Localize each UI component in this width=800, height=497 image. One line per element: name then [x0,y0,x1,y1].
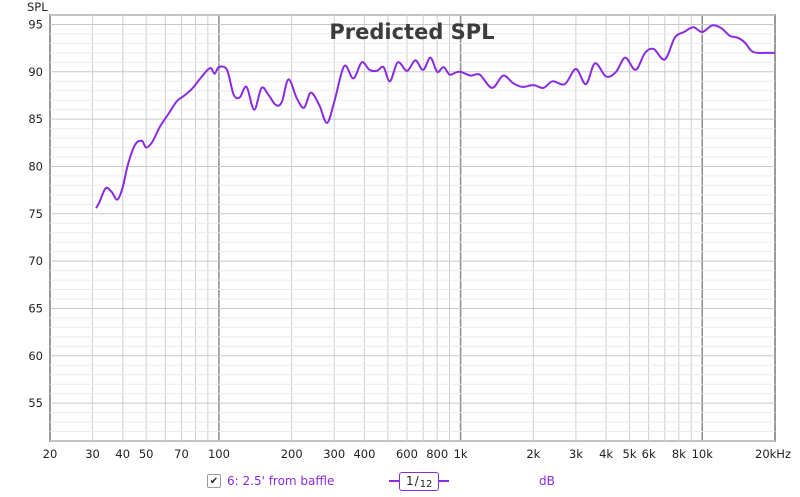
smoothing-box[interactable]: 1/12 [399,471,440,491]
smoothing-numerator: 1 [406,474,414,488]
y-tick-label: 60 [28,349,43,363]
y-tick-label: 90 [28,65,43,79]
smoothing-selector[interactable]: 1/12 [389,470,450,492]
x-tick-label: 4k [599,447,613,461]
y-tick-label: 70 [28,254,43,268]
series-checkbox[interactable]: ✔ [207,474,221,488]
x-tick-label: 20 [43,447,58,461]
x-tick-label: 200 [281,447,303,461]
x-tick-label: 600 [396,447,418,461]
x-tick-label: 400 [353,447,375,461]
y-tick-label: 80 [28,159,43,173]
legend-series-label: 6: 2.5' from baffle [227,474,335,488]
x-tick-label: 5k [623,447,637,461]
series-group [95,24,775,209]
y-axis-ticks: 55 60 65 70 75 80 85 90 95 [28,17,43,410]
series-line [95,24,775,209]
y-axis-label: SPL [27,0,48,14]
y-tick-label: 65 [28,301,43,315]
plot-area [49,14,776,442]
y-tick-label: 75 [28,207,43,221]
x-tick-label: 30 [85,447,100,461]
x-tick-label: 1k [454,447,468,461]
smoothing-line-left [389,480,399,482]
x-tick-label: 70 [174,447,189,461]
x-tick-label: 300 [323,447,345,461]
x-axis-ticks: 20 30 40 50 70 100 200 300 400 600 800 1k 2k 3k 4k 5k 6k… [43,447,791,461]
x-tick-label: 3k [569,447,583,461]
chart-title: Predicted SPL [329,20,494,44]
smoothing-line-right [439,480,450,482]
unit-label[interactable]: dB [539,474,555,488]
x-tick-label: 40 [115,447,130,461]
y-tick-label: 55 [28,396,43,410]
legend-series-item[interactable]: ✔ 6: 2.5' from baffle [207,470,334,492]
x-tick-label: 2k [526,447,540,461]
x-tick-label: 6k [642,447,656,461]
y-tick-label: 85 [28,112,43,126]
x-tick-label: 50 [139,447,154,461]
y-tick-label: 95 [28,17,43,31]
x-tick-label: 10k [692,447,714,461]
x-tick-label: 8k [672,447,686,461]
x-tick-label: 100 [208,447,230,461]
x-tick-label: 20kHz [755,447,791,461]
smoothing-slash: / [414,474,419,488]
x-tick-label: 800 [426,447,448,461]
smoothing-denominator: 12 [419,478,433,490]
